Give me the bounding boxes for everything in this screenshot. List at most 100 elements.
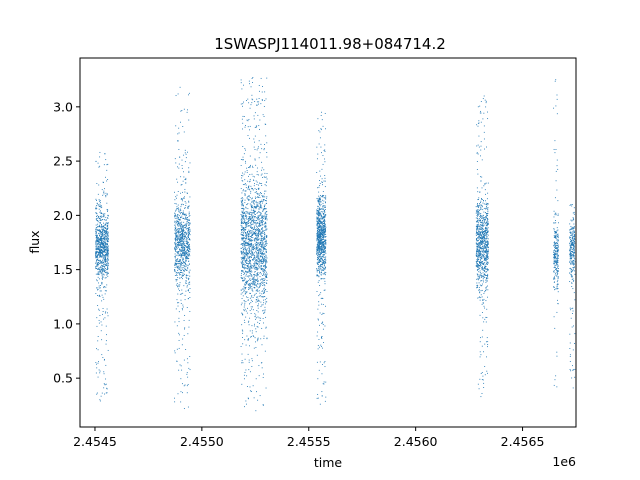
data-point: [96, 348, 97, 350]
data-point: [257, 268, 258, 270]
data-point: [320, 233, 322, 234]
data-point: [101, 392, 103, 394]
data-point: [103, 286, 105, 287]
data-point: [320, 247, 322, 249]
data-point: [98, 268, 100, 270]
data-point: [184, 149, 186, 151]
data-point: [322, 237, 323, 239]
data-point: [320, 253, 322, 254]
data-point: [316, 253, 318, 255]
data-point: [321, 208, 323, 210]
data-point: [250, 220, 252, 222]
data-point: [251, 230, 253, 232]
data-point: [103, 232, 105, 234]
data-point: [242, 238, 244, 239]
data-point: [101, 233, 103, 235]
data-point: [181, 230, 182, 232]
data-point: [487, 192, 489, 194]
data-point: [483, 216, 485, 218]
data-point: [107, 227, 109, 229]
data-point: [319, 246, 321, 247]
data-point: [256, 354, 258, 356]
data-point: [189, 228, 191, 230]
data-point: [261, 99, 263, 101]
data-point: [253, 252, 255, 254]
data-point: [185, 274, 187, 276]
data-point: [178, 311, 180, 313]
data-point: [185, 268, 187, 270]
data-point: [243, 214, 245, 216]
data-point: [101, 236, 102, 237]
data-point: [480, 222, 482, 223]
data-point: [256, 248, 257, 250]
data-point: [321, 227, 323, 229]
data-point: [176, 265, 178, 267]
data-point: [97, 193, 99, 195]
data-point: [257, 257, 259, 259]
data-point: [322, 184, 324, 186]
data-point: [182, 198, 183, 200]
data-point: [100, 290, 102, 292]
data-point: [256, 253, 258, 255]
data-point: [178, 222, 180, 224]
data-point: [487, 346, 488, 348]
data-point: [265, 276, 267, 278]
data-point: [244, 244, 246, 246]
data-point: [320, 266, 321, 268]
data-point: [249, 233, 250, 235]
data-point: [186, 246, 188, 248]
data-point: [255, 230, 257, 232]
data-point: [97, 230, 99, 232]
data-point: [188, 213, 190, 215]
data-point: [96, 248, 98, 250]
data-point: [481, 258, 482, 260]
data-point: [324, 144, 326, 146]
data-point: [102, 278, 103, 280]
data-point: [322, 223, 323, 225]
data-point: [107, 224, 109, 226]
data-point: [184, 196, 185, 198]
data-point: [483, 250, 485, 252]
data-point: [264, 200, 266, 201]
data-point: [264, 296, 266, 298]
data-point: [241, 269, 243, 271]
data-point: [179, 282, 181, 284]
data-point: [188, 271, 190, 273]
data-point: [323, 254, 325, 256]
data-point: [248, 218, 249, 220]
data-point: [265, 262, 267, 264]
data-point: [318, 231, 320, 233]
data-point: [184, 248, 186, 250]
data-point: [242, 280, 244, 282]
data-point: [175, 234, 177, 236]
data-point: [317, 378, 319, 380]
data-point: [99, 225, 101, 227]
data-point: [263, 309, 265, 311]
data-point: [249, 107, 251, 109]
data-point: [107, 239, 108, 241]
data-point: [104, 256, 106, 258]
data-point: [257, 193, 259, 195]
data-point: [102, 234, 104, 236]
data-point: [247, 188, 249, 190]
data-point: [245, 267, 247, 269]
data-point: [107, 223, 109, 225]
data-point: [188, 92, 190, 94]
data-point: [322, 238, 324, 240]
data-point: [107, 275, 109, 277]
data-point: [242, 254, 244, 256]
data-point: [252, 309, 254, 311]
data-point: [317, 229, 318, 231]
data-point: [178, 148, 180, 150]
data-point: [104, 223, 106, 225]
data-point: [320, 346, 322, 348]
data-point: [243, 84, 245, 86]
data-point: [244, 237, 246, 239]
data-point: [256, 197, 258, 198]
data-point: [318, 295, 320, 297]
data-point: [100, 237, 102, 239]
data-point: [245, 242, 247, 244]
data-point: [179, 240, 181, 242]
data-point: [479, 231, 481, 233]
data-point: [100, 252, 102, 254]
